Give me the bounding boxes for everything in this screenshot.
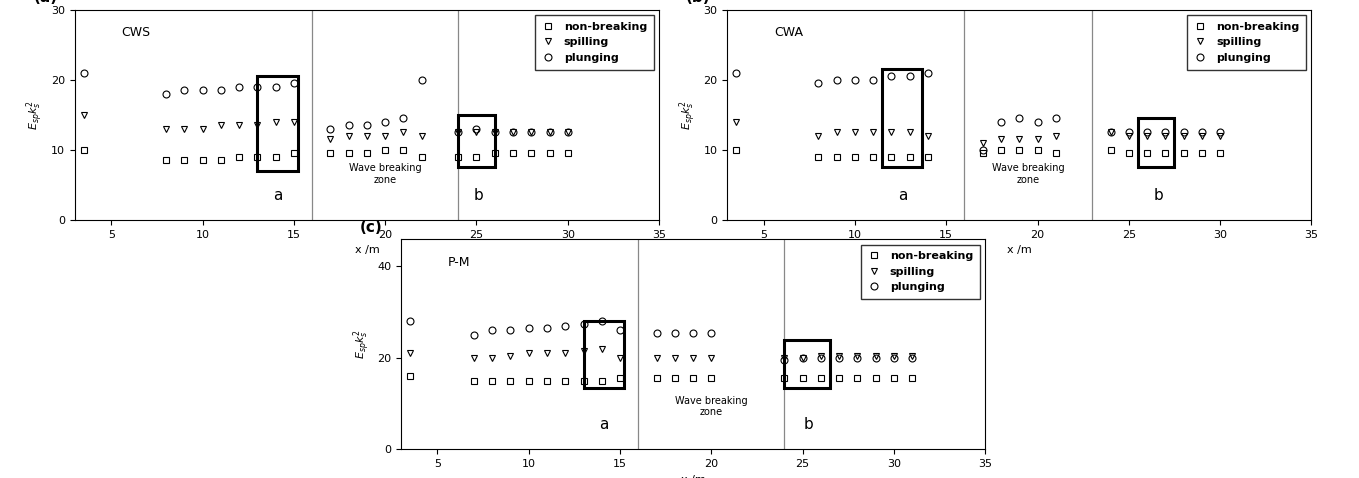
X-axis label: x /m: x /m: [681, 475, 705, 478]
Y-axis label: $E_{sp}k_s^2$: $E_{sp}k_s^2$: [24, 100, 45, 130]
X-axis label: x /m: x /m: [1007, 245, 1031, 255]
Bar: [458, 115, 495, 167]
X-axis label: x /m: x /m: [355, 245, 379, 255]
Text: CWA: CWA: [773, 26, 803, 39]
Bar: [257, 76, 298, 171]
Text: (a): (a): [34, 0, 58, 5]
Text: CWS: CWS: [121, 26, 151, 39]
Text: b: b: [473, 188, 484, 203]
Text: (b): (b): [686, 0, 711, 5]
Text: a: a: [898, 188, 906, 203]
Text: Wave breaking
zone: Wave breaking zone: [349, 163, 421, 185]
Text: a: a: [599, 417, 609, 432]
Legend: non-breaking, spilling, plunging: non-breaking, spilling, plunging: [1186, 15, 1306, 70]
Y-axis label: $E_{sp}k_s^2$: $E_{sp}k_s^2$: [677, 100, 697, 130]
Legend: non-breaking, spilling, plunging: non-breaking, spilling, plunging: [860, 245, 980, 299]
Text: Wave breaking
zone: Wave breaking zone: [675, 396, 747, 417]
Text: a: a: [273, 188, 283, 203]
Text: Wave breaking
zone: Wave breaking zone: [992, 163, 1064, 185]
Legend: non-breaking, spilling, plunging: non-breaking, spilling, plunging: [534, 15, 654, 70]
Text: b: b: [1154, 188, 1163, 203]
Bar: [784, 339, 830, 388]
Text: (c): (c): [360, 220, 383, 235]
Text: P-M: P-M: [447, 256, 470, 269]
Bar: [1137, 118, 1174, 167]
Bar: [882, 69, 923, 167]
Bar: [583, 321, 624, 388]
Text: b: b: [803, 417, 813, 432]
Y-axis label: $E_{sp}k_s^2$: $E_{sp}k_s^2$: [351, 329, 371, 359]
